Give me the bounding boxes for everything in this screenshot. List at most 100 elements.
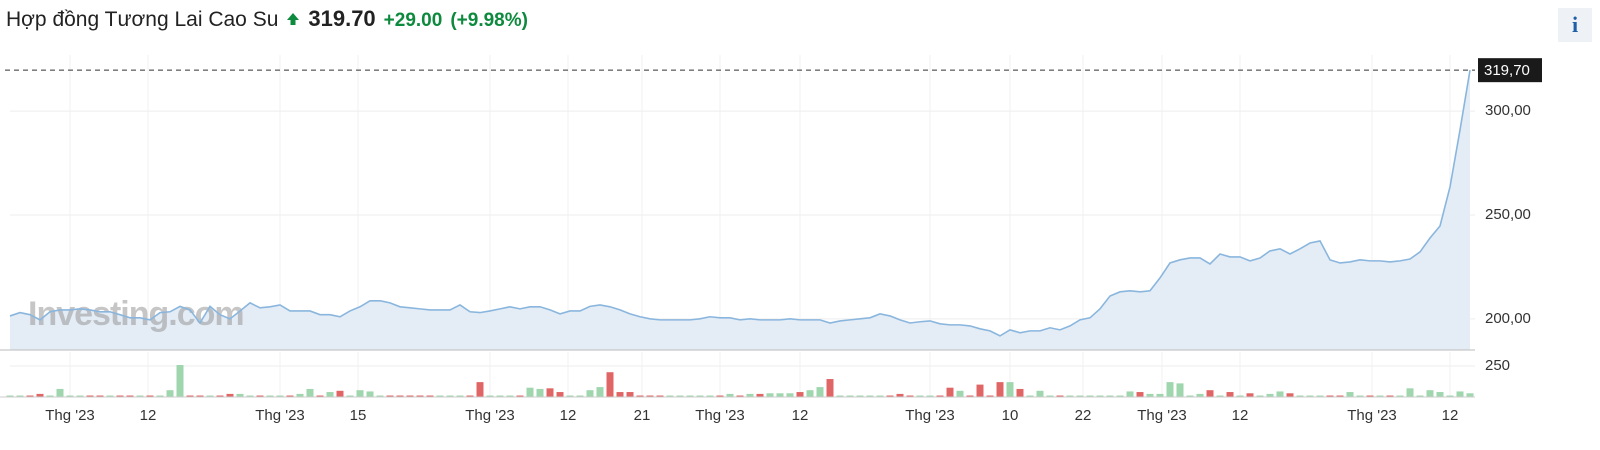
volume-bar [1276,391,1284,397]
x-tick-label: 21 [634,407,651,424]
last-price-box [1478,58,1542,83]
volume-bar [696,395,704,397]
volume-bar [1396,395,1404,397]
volume-bar [1376,395,1384,397]
volume-bar [1196,393,1204,397]
volume-bar [1366,395,1374,397]
volume-bar [726,393,734,397]
volume-bar [176,365,184,397]
volume-bar [286,395,294,397]
volume-bar [26,395,34,397]
volume-bar [756,393,764,397]
volume-bar [976,384,984,397]
volume-bar [1046,395,1054,397]
price: 319.70 [308,6,376,31]
volume-bar [916,395,924,397]
volume-bar [576,395,584,397]
volume-bar [506,395,514,397]
watermark: Investing.com [28,295,244,333]
x-tick-label: Thg '23 [1347,407,1397,424]
volume-bar [246,395,254,397]
volume-bar [526,387,534,397]
volume-bar [766,393,774,397]
volume-bar [1186,395,1194,397]
volume-bar [1136,392,1144,397]
volume-bar [16,395,24,397]
change-pct: (+9.98%) [450,10,528,31]
volume-bar [266,395,274,397]
volume-bar [1306,395,1314,397]
volume-bar [276,395,284,397]
volume-bar [886,395,894,397]
x-tick-label: Thg '23 [695,407,745,424]
x-tick-label: 12 [140,407,157,424]
x-tick-label: Thg '23 [255,407,305,424]
volume-bar [666,395,674,397]
x-tick-label: 15 [350,407,367,424]
volume-bar [96,395,104,397]
volume-bar [986,395,994,397]
volume-bar [1106,395,1114,397]
volume-bar [1216,395,1224,397]
volume-bar [866,395,874,397]
info-button[interactable]: i [1558,8,1592,42]
volume-bar [1166,382,1174,397]
volume-bar [396,395,404,397]
volume-bar [996,382,1004,397]
volume-bar [206,395,214,397]
volume-bar [956,390,964,397]
volume-bar [966,395,974,397]
volume-bar [816,387,824,397]
volume-bar [366,391,374,397]
volume-bar [656,395,664,397]
volume-bar [306,388,314,397]
volume-bar [796,392,804,397]
volume-bar [46,395,54,397]
volume-bar [596,387,604,397]
volume-bar [736,395,744,397]
volume-bar [296,393,304,397]
volume-bar [426,395,434,397]
volume-bar [186,395,194,397]
volume-bar [606,372,614,397]
volume-bar [436,395,444,397]
volume-bar [1426,390,1434,397]
x-tick-label: 12 [792,407,809,424]
volume-bar [1176,383,1184,397]
volume-bar [386,395,394,397]
volume-bar [116,395,124,397]
volume-bar [1236,395,1244,397]
volume-bar [36,393,44,397]
volume-bar [876,395,884,397]
volume-bar [586,390,594,397]
volume-bar [56,388,64,397]
volume-bar [946,387,954,397]
volume-bar [416,395,424,397]
y-tick-label: 250 [1485,357,1510,374]
volume-bar [716,395,724,397]
header: Hợp đồng Tương Lai Cao Su 319.70 +29.00 … [6,6,528,32]
y-tick-label: 250,00 [1485,206,1531,223]
volume-bar [346,395,354,397]
price-line [9,70,1471,337]
volume-bar [1086,395,1094,397]
volume-bar [926,395,934,397]
volume-bar [406,395,414,397]
title: Hợp đồng Tương Lai Cao Su [6,8,279,31]
volume-bar [6,395,14,397]
volume-bar [626,392,634,397]
x-tick-label: 10 [1002,407,1019,424]
change: +29.00 [383,10,443,31]
volume-bar [446,395,454,397]
volume-bar [1356,395,1364,397]
volume-bar [1226,392,1234,397]
x-tick-label: 12 [560,407,577,424]
x-tick-label: 12 [1232,407,1249,424]
x-tick-label: Thg '23 [465,407,515,424]
volume-bar [1076,395,1084,397]
x-tick-label: 22 [1075,407,1092,424]
volume-bar [846,395,854,397]
volume-bar [1416,395,1424,397]
volume-bar [1286,393,1294,397]
